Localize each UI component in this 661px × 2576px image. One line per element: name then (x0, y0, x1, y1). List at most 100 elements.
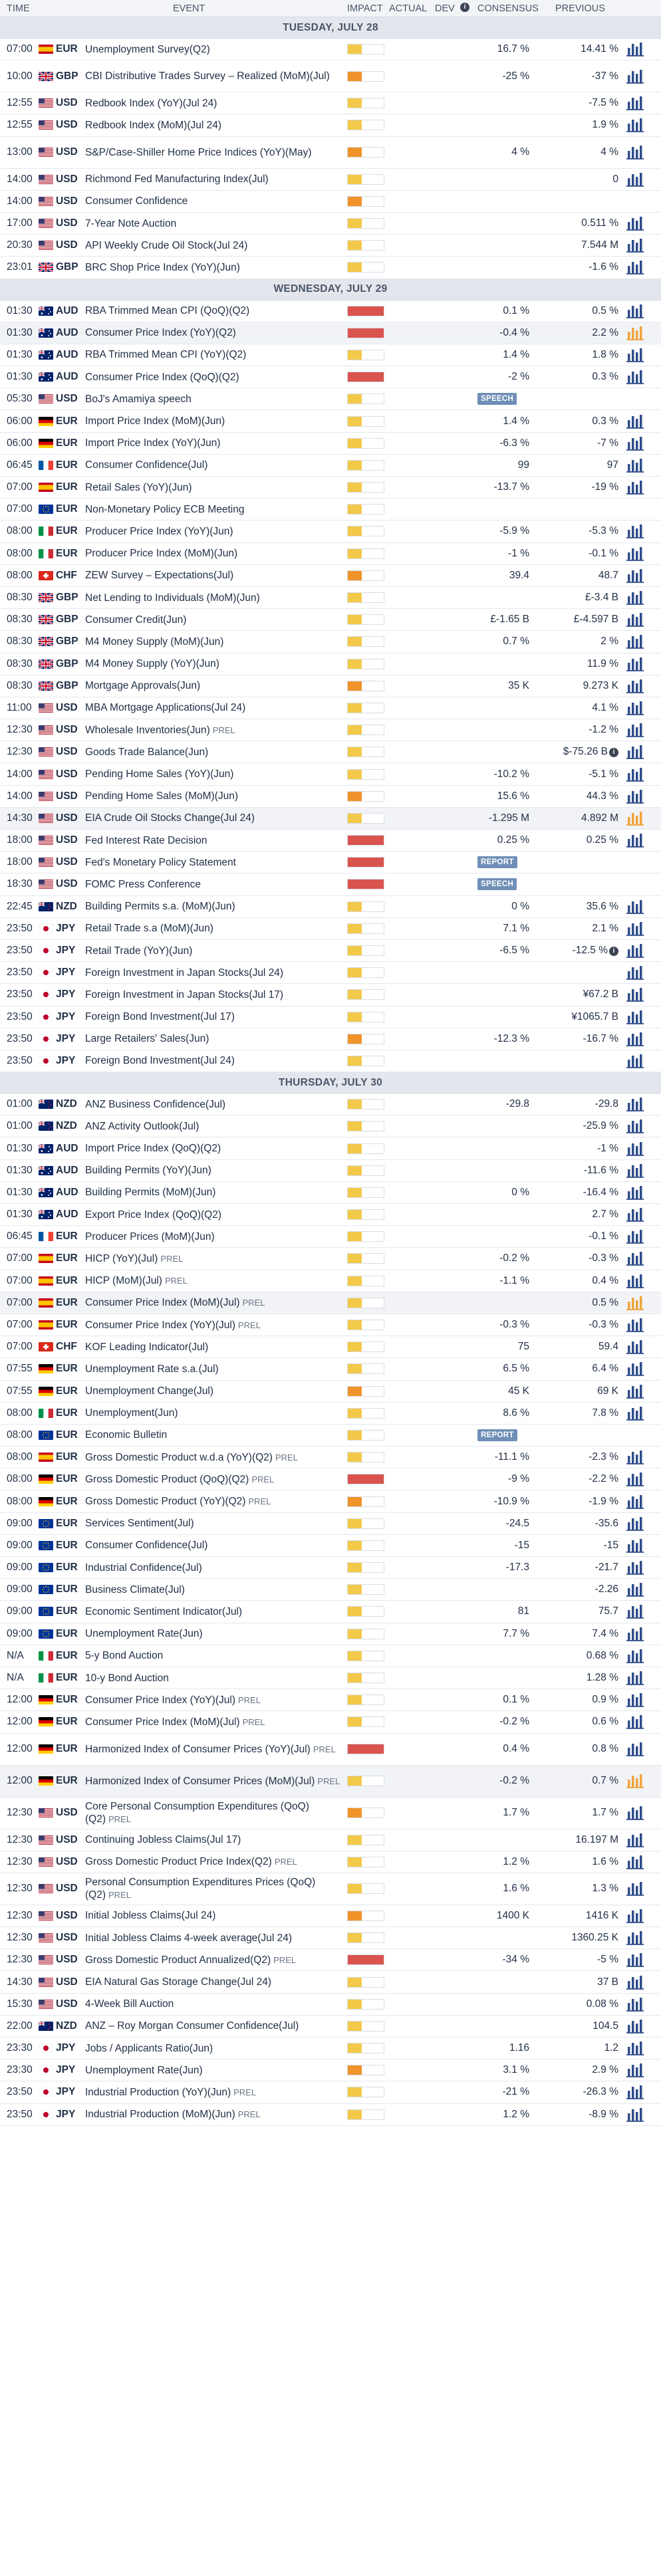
bar-chart-icon[interactable] (625, 1096, 645, 1112)
event-row[interactable]: 08:00 EUR Gross Domestic Product (QoQ)(Q2)… (0, 1468, 661, 1491)
event-name[interactable]: Foreign Investment in Japan Stocks(Jul 1… (85, 989, 344, 1001)
event-row[interactable]: 13:00 USD S&P/Case-Shiller Home Price Indi… (0, 137, 661, 169)
event-name[interactable]: RBA Trimmed Mean CPI (QoQ)(Q2) (85, 304, 344, 317)
bar-chart-icon[interactable] (625, 810, 645, 826)
bar-chart-icon[interactable] (625, 1741, 645, 1757)
event-type-badge[interactable]: SPEECH (477, 393, 517, 406)
event-row[interactable]: 14:00 USD Consumer Confidence (0, 191, 661, 213)
column-header-previous[interactable]: PREVIOUS (555, 3, 605, 14)
event-row[interactable]: 12:30 USD Gross Domestic Product Annualize… (0, 1949, 661, 1972)
event-name[interactable]: Economic Sentiment Indicator(Jul) (85, 1605, 344, 1618)
event-row[interactable]: 23:50 JPY Foreign Bond Investment(Jul 24) (0, 1050, 661, 1073)
bar-chart-icon[interactable] (625, 899, 645, 915)
event-row[interactable]: 18:00 USD Fed's Monetary Policy Statement R… (0, 852, 661, 874)
event-row[interactable]: N/A EUR 5-y Bond Auction 0.68 % (0, 1645, 661, 1667)
bar-chart-icon[interactable] (625, 1714, 645, 1730)
event-row[interactable]: 01:30 AUD Consumer Price Index (QoQ)(Q2) -2… (0, 366, 661, 389)
event-row[interactable]: 01:30 AUD Building Permits (YoY)(Jun) -11.6… (0, 1160, 661, 1182)
event-name[interactable]: Gross Domestic Product (YoY)(Q2) PREL (85, 1495, 344, 1508)
bar-chart-icon[interactable] (625, 1449, 645, 1465)
event-row[interactable]: 12:30 USD Goods Trade Balance(Jun) $-75.26 … (0, 741, 661, 764)
bar-chart-icon[interactable] (625, 523, 645, 539)
event-name[interactable]: M4 Money Supply (MoM)(Jun) (85, 636, 344, 648)
event-row[interactable]: 01:30 AUD Consumer Price Index (YoY)(Q2) -0… (0, 322, 661, 344)
bar-chart-icon[interactable] (625, 656, 645, 672)
bar-chart-icon[interactable] (625, 1339, 645, 1355)
event-name[interactable]: Consumer Confidence (85, 195, 344, 207)
bar-chart-icon[interactable] (625, 413, 645, 429)
bar-chart-icon[interactable] (625, 943, 645, 959)
event-row[interactable]: 06:00 EUR Import Price Index (MoM)(Jun) 1.4… (0, 410, 661, 433)
event-name[interactable]: Retail Sales (YoY)(Jun) (85, 481, 344, 494)
event-row[interactable]: 12:30 USD Personal Consumption Expenditure… (0, 1873, 661, 1905)
event-name[interactable]: Fed Interest Rate Decision (85, 834, 344, 847)
event-name[interactable]: Foreign Bond Investment(Jul 24) (85, 1054, 344, 1067)
event-row[interactable]: 07:00 EUR Consumer Price Index (YoY)(Jul) P… (0, 1314, 661, 1337)
event-row[interactable]: 23:30 JPY Jobs / Applicants Ratio(Jun) 1.16… (0, 2038, 661, 2060)
event-row[interactable]: 18:00 USD Fed Interest Rate Decision 0.25 %… (0, 830, 661, 852)
bar-chart-icon[interactable] (625, 1207, 645, 1223)
event-name[interactable]: Consumer Price Index (YoY)(Jul) PREL (85, 1694, 344, 1706)
event-name[interactable]: Consumer Price Index (MoM)(Jul) PREL (85, 1716, 344, 1728)
bar-chart-icon[interactable] (625, 678, 645, 694)
event-name[interactable]: Mortgage Approvals(Jun) (85, 679, 344, 692)
event-name[interactable]: Core Personal Consumption Expenditures (… (85, 1800, 344, 1825)
event-row[interactable]: 14:00 USD Richmond Fed Manufacturing Index… (0, 169, 661, 191)
event-name[interactable]: Unemployment Rate(Jun) (85, 2064, 344, 2077)
event-name[interactable]: ZEW Survey – Expectations(Jul) (85, 569, 344, 582)
event-name[interactable]: MBA Mortgage Applications(Jul 24) (85, 701, 344, 714)
event-row[interactable]: 12:00 EUR Harmonized Index of Consumer Pri… (0, 1734, 661, 1766)
event-name[interactable]: Harmonized Index of Consumer Prices (YoY… (85, 1743, 344, 1756)
event-row[interactable]: 23:50 JPY Foreign Investment in Japan Stoc… (0, 962, 661, 985)
event-name[interactable]: Redbook Index (YoY)(Jul 24) (85, 97, 344, 110)
event-name[interactable]: Foreign Investment in Japan Stocks(Jul 2… (85, 967, 344, 979)
bar-chart-icon[interactable] (625, 1009, 645, 1025)
event-row[interactable]: N/A EUR 10-y Bond Auction 1.28 % (0, 1667, 661, 1690)
bar-chart-icon[interactable] (625, 1361, 645, 1377)
event-name[interactable]: Consumer Confidence(Jul) (85, 459, 344, 471)
event-row[interactable]: 23:50 JPY Foreign Bond Investment(Jul 17) ¥… (0, 1006, 661, 1028)
bar-chart-icon[interactable] (625, 987, 645, 1002)
event-row[interactable]: 09:00 EUR Economic Sentiment Indicator(Jul… (0, 1601, 661, 1623)
event-row[interactable]: 12:55 USD Redbook Index (MoM)(Jul 24) 1.9 % (0, 114, 661, 137)
event-name[interactable]: Unemployment Change(Jul) (85, 1385, 344, 1397)
event-row[interactable]: 23:50 JPY Foreign Investment in Japan Stoc… (0, 984, 661, 1006)
bar-chart-icon[interactable] (625, 2062, 645, 2078)
event-name[interactable]: EIA Crude Oil Stocks Change(Jul 24) (85, 812, 344, 824)
bar-chart-icon[interactable] (625, 1881, 645, 1897)
bar-chart-icon[interactable] (625, 369, 645, 385)
event-name[interactable]: Consumer Price Index (YoY)(Q2) (85, 326, 344, 339)
event-name[interactable]: Gross Domestic Product (QoQ)(Q2) PREL (85, 1473, 344, 1486)
event-name[interactable]: Richmond Fed Manufacturing Index(Jul) (85, 173, 344, 185)
event-name[interactable]: Pending Home Sales (MoM)(Jun) (85, 790, 344, 802)
event-row[interactable]: 08:30 GBP Net Lending to Individuals (MoM)… (0, 587, 661, 610)
event-name[interactable]: Business Climate(Jul) (85, 1583, 344, 1596)
bar-chart-icon[interactable] (625, 435, 645, 451)
event-row[interactable]: 09:00 EUR Consumer Confidence(Jul) -15 -15 (0, 1535, 661, 1557)
event-name[interactable]: Initial Jobless Claims 4-week average(Ju… (85, 1932, 344, 1944)
bar-chart-icon[interactable] (625, 1031, 645, 1047)
bar-chart-icon[interactable] (625, 1516, 645, 1532)
bar-chart-icon[interactable] (625, 634, 645, 649)
bar-chart-icon[interactable] (625, 1229, 645, 1244)
bar-chart-icon[interactable] (625, 590, 645, 606)
event-row[interactable]: 07:00 EUR HICP (MoM)(Jul) PREL -1.1 % 0.4 % (0, 1270, 661, 1292)
event-row[interactable]: 06:45 EUR Consumer Confidence(Jul) 99 97 (0, 455, 661, 477)
event-row[interactable]: 17:00 USD 7-Year Note Auction 0.511 % (0, 213, 661, 235)
event-row[interactable]: 07:00 EUR Non-Monetary Policy ECB Meeting (0, 499, 661, 521)
bar-chart-icon[interactable] (625, 325, 645, 341)
event-row[interactable]: 09:00 EUR Unemployment Rate(Jun) 7.7 % 7.4 % (0, 1623, 661, 1645)
event-row[interactable]: 22:45 NZD Building Permits s.a. (MoM)(Jun)… (0, 896, 661, 918)
event-row[interactable]: 12:30 USD Gross Domestic Product Price Ind… (0, 1851, 661, 1873)
event-name[interactable]: Consumer Price Index (MoM)(Jul) PREL (85, 1296, 344, 1309)
event-row[interactable]: 08:00 EUR Economic Bulletin REPORT (0, 1425, 661, 1447)
event-name[interactable]: Services Sentiment(Jul) (85, 1517, 344, 1530)
event-name[interactable]: Consumer Price Index (YoY)(Jul) PREL (85, 1319, 344, 1332)
bar-chart-icon[interactable] (625, 1670, 645, 1686)
event-name[interactable]: Initial Jobless Claims(Jul 24) (85, 1909, 344, 1922)
event-type-badge[interactable]: SPEECH (477, 878, 517, 891)
event-row[interactable]: 11:00 USD MBA Mortgage Applications(Jul 24… (0, 697, 661, 720)
event-name[interactable]: Continuing Jobless Claims(Jul 17) (85, 1833, 344, 1846)
bar-chart-icon[interactable] (625, 1494, 645, 1510)
event-row[interactable]: 23:50 JPY Retail Trade s.a (MoM)(Jun) 7.1 %… (0, 918, 661, 940)
